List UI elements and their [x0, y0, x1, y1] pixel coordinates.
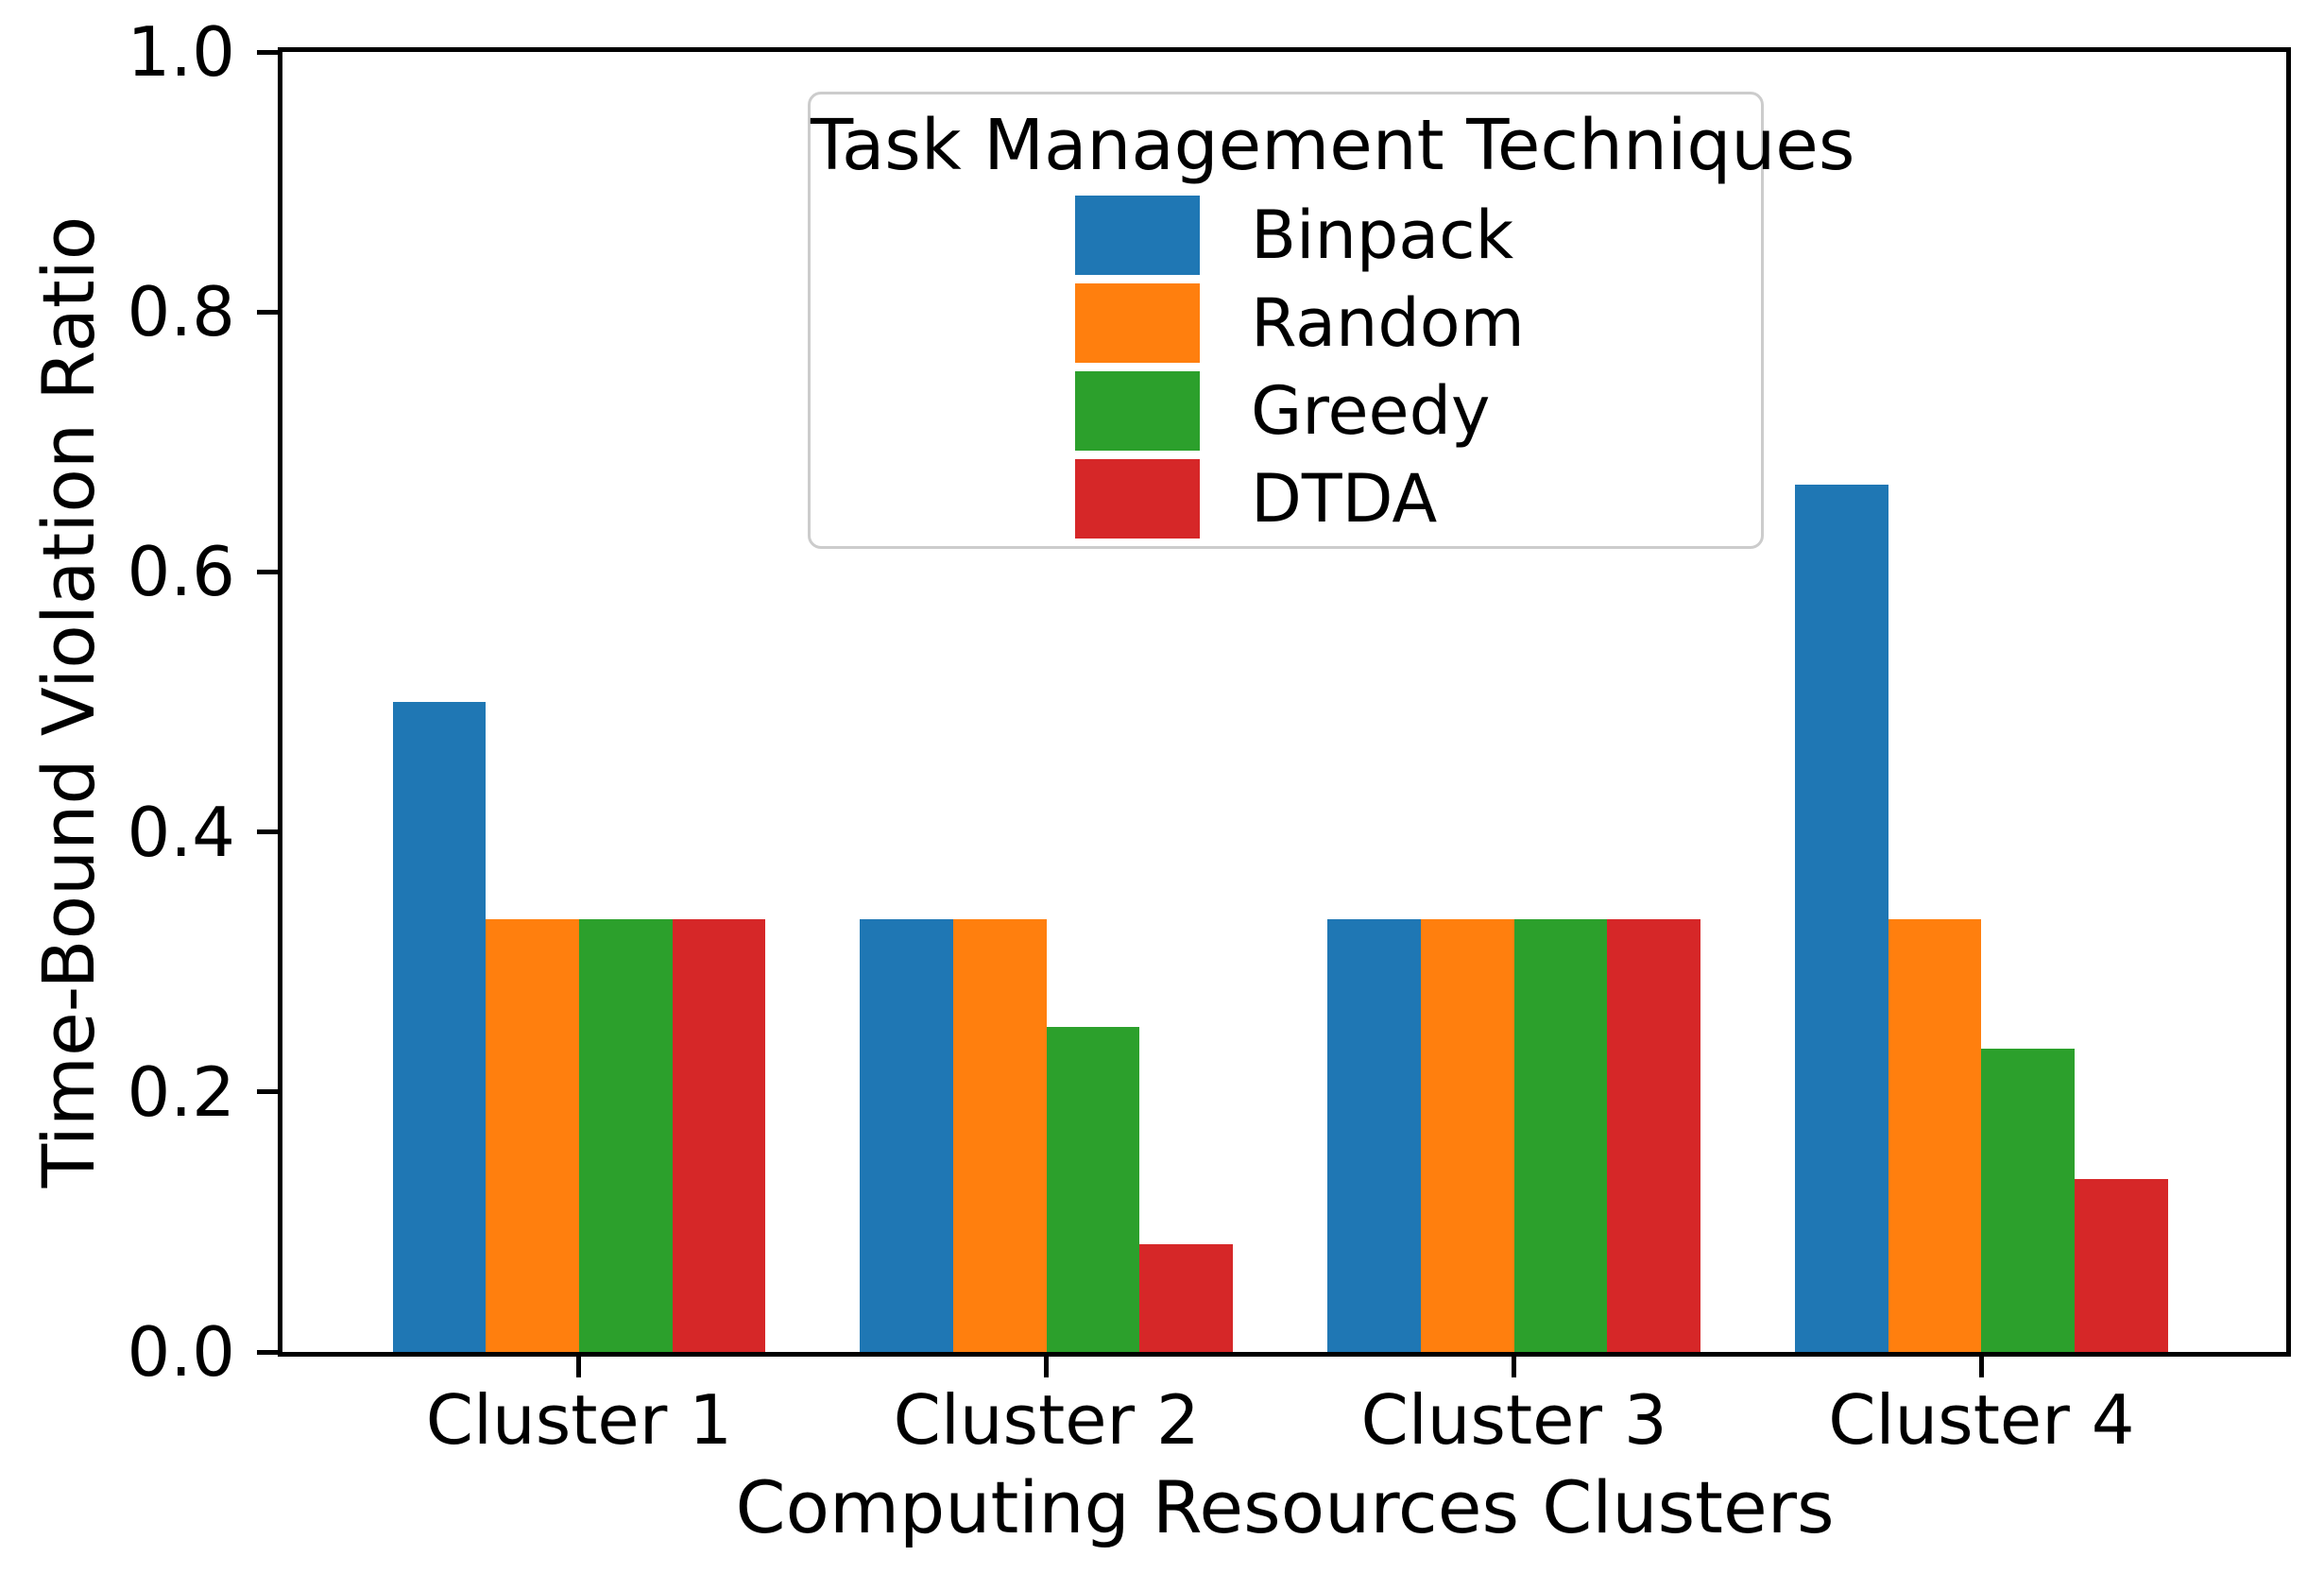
bar-random-cluster-1 [486, 918, 579, 1352]
y-tick-mark [257, 569, 278, 574]
x-tick-mark [1044, 1357, 1050, 1377]
legend-swatch [1075, 282, 1200, 363]
y-tick-label: 0.2 [127, 1052, 235, 1132]
legend-row-random: Random [811, 279, 1761, 367]
bar-binpack-cluster-2 [860, 918, 954, 1352]
legend-title: Task Management Techniques [811, 105, 1855, 186]
bar-dtda-cluster-4 [2075, 1179, 2168, 1352]
bar-greedy-cluster-1 [578, 918, 673, 1352]
legend-row-dtda: DTDA [811, 454, 1761, 542]
bar-dtda-cluster-3 [1607, 918, 1700, 1352]
bar-greedy-cluster-3 [1513, 918, 1608, 1352]
x-tick-mark [576, 1357, 582, 1377]
y-tick-mark [257, 1349, 278, 1355]
bar-greedy-cluster-4 [1981, 1049, 2076, 1352]
y-axis-title: Time-Bound Violation Ratio [26, 215, 111, 1188]
legend: Task Management Techniques Binpack Rando… [808, 92, 1855, 549]
y-tick-label: 1.0 [127, 12, 235, 92]
bar-greedy-cluster-2 [1046, 1027, 1140, 1352]
y-tick-label: 0.6 [127, 532, 235, 612]
legend-label-binpack: Binpack [1251, 196, 1514, 274]
bar-binpack-cluster-1 [392, 702, 487, 1352]
bar-binpack-cluster-3 [1327, 918, 1421, 1352]
y-tick-label: 0.4 [127, 792, 235, 872]
bar-random-cluster-3 [1420, 918, 1514, 1352]
bar-dtda-cluster-1 [672, 918, 766, 1352]
bar-random-cluster-4 [1888, 918, 1982, 1352]
legend-label-dtda: DTDA [1251, 459, 1438, 538]
x-axis-title: Computing Resources Clusters [735, 1465, 1835, 1549]
x-tick-mark [1978, 1357, 1984, 1377]
x-tick-label-cluster-1: Cluster 1 [425, 1380, 733, 1460]
y-tick-label: 0.8 [127, 272, 235, 352]
x-tick-mark [1512, 1357, 1517, 1377]
x-tick-label-cluster-3: Cluster 3 [1360, 1380, 1667, 1460]
legend-swatch [1075, 195, 1200, 275]
legend-swatch [1075, 370, 1200, 451]
legend-rows: Binpack Random Greedy DTDA [811, 191, 1761, 542]
x-tick-label-cluster-4: Cluster 4 [1828, 1380, 2135, 1460]
bar-random-cluster-2 [953, 918, 1047, 1352]
legend-row-greedy: Greedy [811, 367, 1761, 454]
legend-row-binpack: Binpack [811, 191, 1761, 279]
bar-binpack-cluster-4 [1795, 485, 1888, 1352]
legend-label-random: Random [1251, 283, 1525, 362]
x-tick-label-cluster-2: Cluster 2 [893, 1380, 1200, 1460]
bar-dtda-cluster-2 [1139, 1243, 1233, 1352]
y-tick-mark [257, 1089, 278, 1095]
y-tick-label: 0.0 [127, 1312, 235, 1392]
legend-swatch [1075, 458, 1200, 539]
y-tick-mark [257, 829, 278, 835]
y-tick-mark [257, 49, 278, 55]
legend-label-greedy: Greedy [1251, 371, 1491, 450]
y-tick-mark [257, 309, 278, 315]
